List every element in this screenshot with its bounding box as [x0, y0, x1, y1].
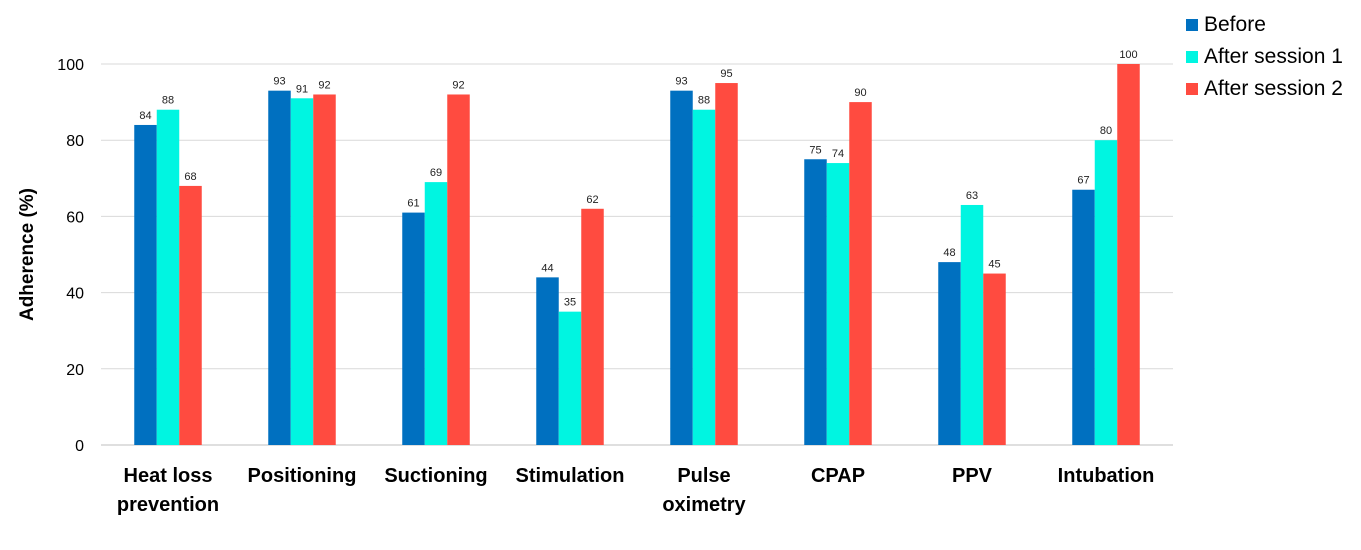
bar: [960, 204, 984, 445]
bar: [1117, 64, 1140, 445]
bar: [1094, 140, 1118, 445]
x-category-label: CPAP: [811, 465, 865, 487]
bar-value-label: 88: [698, 95, 710, 107]
bar-value-label: 100: [1119, 49, 1137, 61]
x-category-label: Intubation: [1058, 465, 1155, 487]
bar: [581, 208, 604, 445]
bar-value-label: 74: [832, 148, 844, 160]
bar-value-label: 69: [430, 167, 442, 179]
x-category-label: oximetry: [662, 494, 746, 516]
bar-value-label: 61: [407, 198, 419, 210]
legend-item: After session 2: [1186, 73, 1343, 105]
y-tick-label: 0: [75, 438, 84, 455]
bar: [692, 109, 716, 445]
bar-value-label: 91: [296, 83, 308, 95]
legend-swatch: [1186, 51, 1198, 63]
bar-value-label: 90: [854, 87, 866, 99]
bar: [402, 212, 425, 445]
bar-value-label: 62: [586, 194, 598, 206]
bar-value-label: 84: [139, 110, 151, 122]
bar: [536, 277, 559, 445]
y-axis-ticks: 0 20 40 60 80 100: [57, 57, 84, 455]
bar-value-label: 92: [452, 79, 464, 91]
bar-value-label: 68: [184, 171, 196, 183]
legend: Before After session 1 After session 2: [1186, 9, 1343, 105]
bar: [826, 163, 850, 445]
y-axis-title: Adherence (%): [17, 188, 38, 321]
legend-swatch: [1186, 83, 1198, 95]
x-category-label: PPV: [952, 465, 993, 487]
bar: [1072, 189, 1095, 445]
legend-label: After session 2: [1204, 77, 1343, 100]
legend-swatch: [1186, 19, 1198, 31]
x-axis-categories: Heat loss prevention Positioning Suctioning…: [117, 465, 1154, 516]
y-tick-label: 40: [66, 286, 84, 303]
y-tick-label: 80: [66, 133, 84, 150]
bar: [313, 94, 336, 445]
bar: [804, 159, 827, 445]
bar: [938, 262, 961, 445]
bar-value-label: 80: [1100, 125, 1112, 137]
bar: [715, 83, 738, 446]
bar-value-label: 75: [809, 144, 821, 156]
bar-value-label: 63: [966, 190, 978, 202]
data-labels: 84 88 68 93 91 92 61 69 92 44 35 62 93 88 95 75 74 90 48 63…: [139, 49, 1137, 309]
bars: [134, 64, 1140, 446]
bar-value-label: 88: [162, 95, 174, 107]
legend-label: Before: [1204, 13, 1266, 36]
bar-value-label: 67: [1077, 175, 1089, 187]
x-category-label: Stimulation: [516, 465, 625, 487]
bar-value-label: 35: [564, 297, 576, 309]
bar: [670, 90, 693, 446]
legend-item: Before: [1186, 9, 1343, 41]
x-category-label: Positioning: [248, 465, 357, 487]
bar: [849, 102, 872, 445]
bar: [268, 90, 291, 446]
bar-value-label: 45: [988, 259, 1000, 271]
bar: [156, 109, 180, 445]
y-tick-label: 60: [66, 209, 84, 226]
x-category-label: Heat loss: [124, 465, 213, 487]
bar-value-label: 93: [273, 76, 285, 88]
bar: [290, 98, 314, 445]
bar: [179, 185, 202, 446]
bar: [983, 273, 1006, 445]
bar-value-label: 95: [720, 68, 732, 80]
legend-item: After session 1: [1186, 41, 1343, 73]
bar-value-label: 44: [541, 262, 553, 274]
y-tick-label: 100: [57, 57, 84, 74]
bar: [134, 124, 157, 446]
bar: [558, 311, 582, 445]
bar: [424, 182, 448, 446]
bar-value-label: 93: [675, 76, 687, 88]
legend-label: After session 1: [1204, 45, 1343, 68]
bar: [447, 94, 470, 445]
gridlines: [101, 63, 1173, 446]
bar-value-label: 48: [943, 247, 955, 259]
y-tick-label: 20: [66, 362, 84, 379]
x-category-label: prevention: [117, 494, 219, 516]
x-category-label: Suctioning: [384, 465, 487, 487]
x-category-label: Pulse: [677, 465, 730, 487]
bar-value-label: 92: [318, 79, 330, 91]
